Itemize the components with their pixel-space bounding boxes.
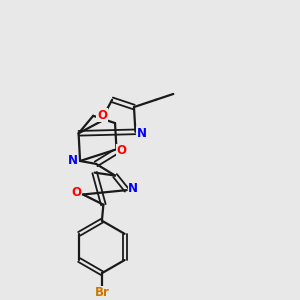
Text: Br: Br — [94, 286, 110, 299]
Text: O: O — [72, 186, 82, 199]
Text: O: O — [97, 109, 107, 122]
Text: N: N — [137, 127, 147, 140]
Text: O: O — [116, 144, 126, 157]
Text: N: N — [68, 154, 78, 167]
Text: N: N — [128, 182, 138, 195]
